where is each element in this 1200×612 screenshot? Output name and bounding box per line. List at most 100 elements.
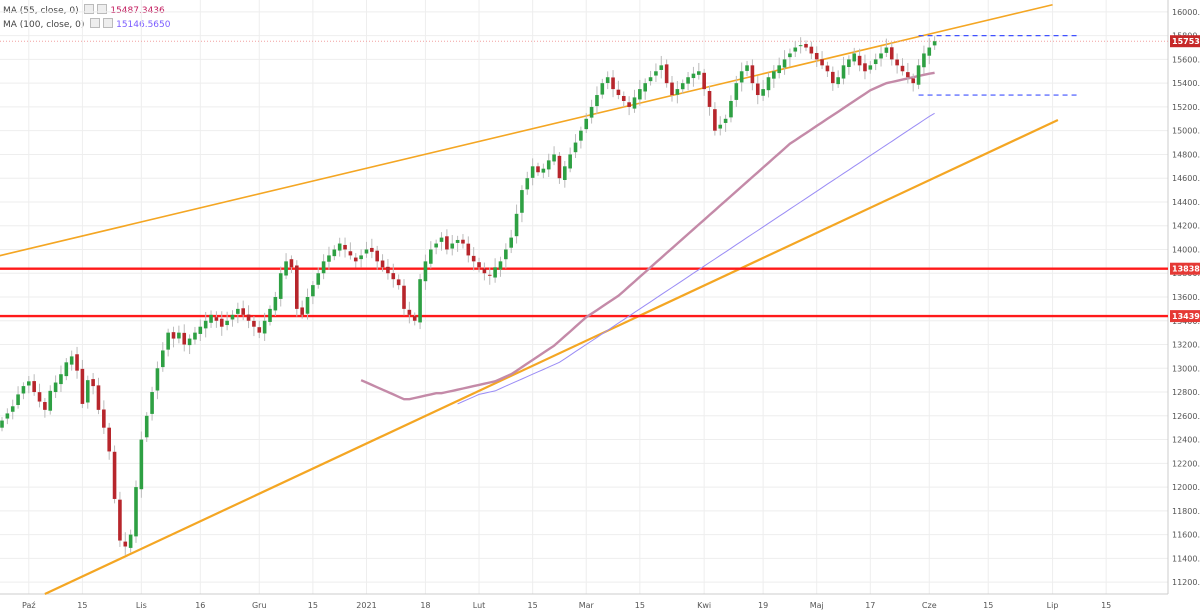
candle bbox=[723, 118, 728, 123]
candle bbox=[252, 320, 256, 327]
candle bbox=[884, 47, 889, 53]
y-tick-label: 14800.0 bbox=[1172, 150, 1200, 159]
candle bbox=[772, 71, 776, 79]
candle bbox=[804, 43, 808, 48]
candle bbox=[59, 374, 63, 385]
candle bbox=[820, 59, 824, 66]
y-tick-label: 11600.0 bbox=[1172, 531, 1200, 540]
candle bbox=[734, 83, 739, 100]
price-label: 13439.2 bbox=[1172, 312, 1200, 321]
candle bbox=[107, 427, 111, 452]
candle bbox=[5, 413, 10, 419]
candle bbox=[198, 326, 203, 334]
candle bbox=[316, 273, 321, 285]
candle bbox=[680, 83, 685, 90]
legend-ma55-value: 15487.3436 bbox=[110, 6, 165, 16]
settings-icon[interactable] bbox=[84, 4, 95, 14]
candle bbox=[246, 314, 251, 321]
y-tick-label: 15600.0 bbox=[1172, 55, 1200, 64]
candle bbox=[177, 332, 181, 339]
candle bbox=[64, 362, 69, 377]
y-tick-label: 12600.0 bbox=[1172, 412, 1200, 421]
candle bbox=[814, 52, 819, 60]
x-tick-label: 16 bbox=[195, 601, 205, 610]
candle bbox=[621, 95, 626, 101]
y-tick-label: 15400.0 bbox=[1172, 79, 1200, 88]
close-icon[interactable] bbox=[103, 18, 114, 28]
candle bbox=[471, 255, 476, 262]
candle bbox=[595, 95, 599, 107]
candle bbox=[273, 297, 278, 311]
x-tick-label: 15 bbox=[308, 601, 318, 610]
candle bbox=[729, 100, 733, 118]
y-tick-label: 13200.0 bbox=[1172, 341, 1200, 350]
x-tick-label: Cze bbox=[922, 601, 937, 610]
candle bbox=[166, 332, 170, 350]
candle bbox=[766, 77, 771, 91]
candle bbox=[69, 356, 74, 365]
candle bbox=[932, 41, 937, 46]
x-tick-label: Lis bbox=[136, 601, 147, 610]
candle bbox=[300, 307, 304, 315]
legend-ma55: MA (55, close, 0) 15487.3436 bbox=[3, 4, 165, 16]
candle bbox=[552, 154, 556, 162]
candle bbox=[605, 77, 610, 84]
candle bbox=[514, 213, 519, 237]
candle bbox=[927, 47, 932, 56]
y-tick-label: 12800.0 bbox=[1172, 388, 1200, 397]
candle bbox=[295, 265, 299, 309]
candle bbox=[879, 53, 883, 59]
candle bbox=[616, 89, 621, 96]
candle bbox=[895, 59, 899, 66]
candle bbox=[43, 402, 47, 410]
candle bbox=[289, 259, 294, 268]
candle bbox=[788, 53, 792, 58]
candle bbox=[487, 274, 492, 276]
candle bbox=[713, 109, 717, 131]
upper-trendline bbox=[0, 3, 1053, 257]
candle bbox=[37, 392, 42, 402]
candle bbox=[568, 154, 572, 169]
candle bbox=[0, 420, 4, 428]
candle bbox=[873, 59, 878, 65]
candle bbox=[32, 381, 36, 393]
candle bbox=[112, 451, 117, 499]
candle bbox=[364, 249, 369, 254]
legend-ma100: MA (100, close, 0) 15146.5650 bbox=[3, 18, 171, 30]
candle bbox=[203, 320, 208, 329]
candle bbox=[85, 380, 90, 403]
y-tick-label: 13000.0 bbox=[1172, 364, 1200, 373]
candle bbox=[686, 77, 690, 84]
candle bbox=[600, 83, 605, 95]
candle bbox=[423, 261, 428, 282]
candle bbox=[536, 166, 540, 173]
y-tick-label: 12200.0 bbox=[1172, 459, 1200, 468]
candle bbox=[155, 368, 160, 391]
y-tick-label: 12000.0 bbox=[1172, 483, 1200, 492]
candle bbox=[466, 243, 471, 256]
candle bbox=[530, 166, 535, 178]
y-tick-label: 11800.0 bbox=[1172, 507, 1200, 516]
candle bbox=[268, 308, 272, 322]
candle bbox=[831, 71, 835, 84]
y-tick-label: 14600.0 bbox=[1172, 174, 1200, 183]
candle bbox=[584, 118, 589, 130]
candle bbox=[707, 91, 712, 107]
candle bbox=[670, 82, 674, 96]
settings-icon[interactable] bbox=[90, 18, 101, 28]
candle bbox=[150, 392, 154, 414]
candle bbox=[702, 72, 706, 90]
y-tick-label: 14200.0 bbox=[1172, 222, 1200, 231]
y-tick-label: 11400.0 bbox=[1172, 554, 1200, 563]
candle bbox=[573, 142, 578, 153]
candle bbox=[900, 65, 905, 72]
candle bbox=[380, 260, 385, 268]
x-tick-label: Lut bbox=[473, 601, 486, 610]
close-icon[interactable] bbox=[97, 4, 108, 14]
candle bbox=[632, 97, 637, 109]
candle bbox=[386, 266, 390, 274]
candle bbox=[761, 89, 765, 96]
candle bbox=[182, 332, 187, 345]
candle bbox=[375, 250, 379, 262]
